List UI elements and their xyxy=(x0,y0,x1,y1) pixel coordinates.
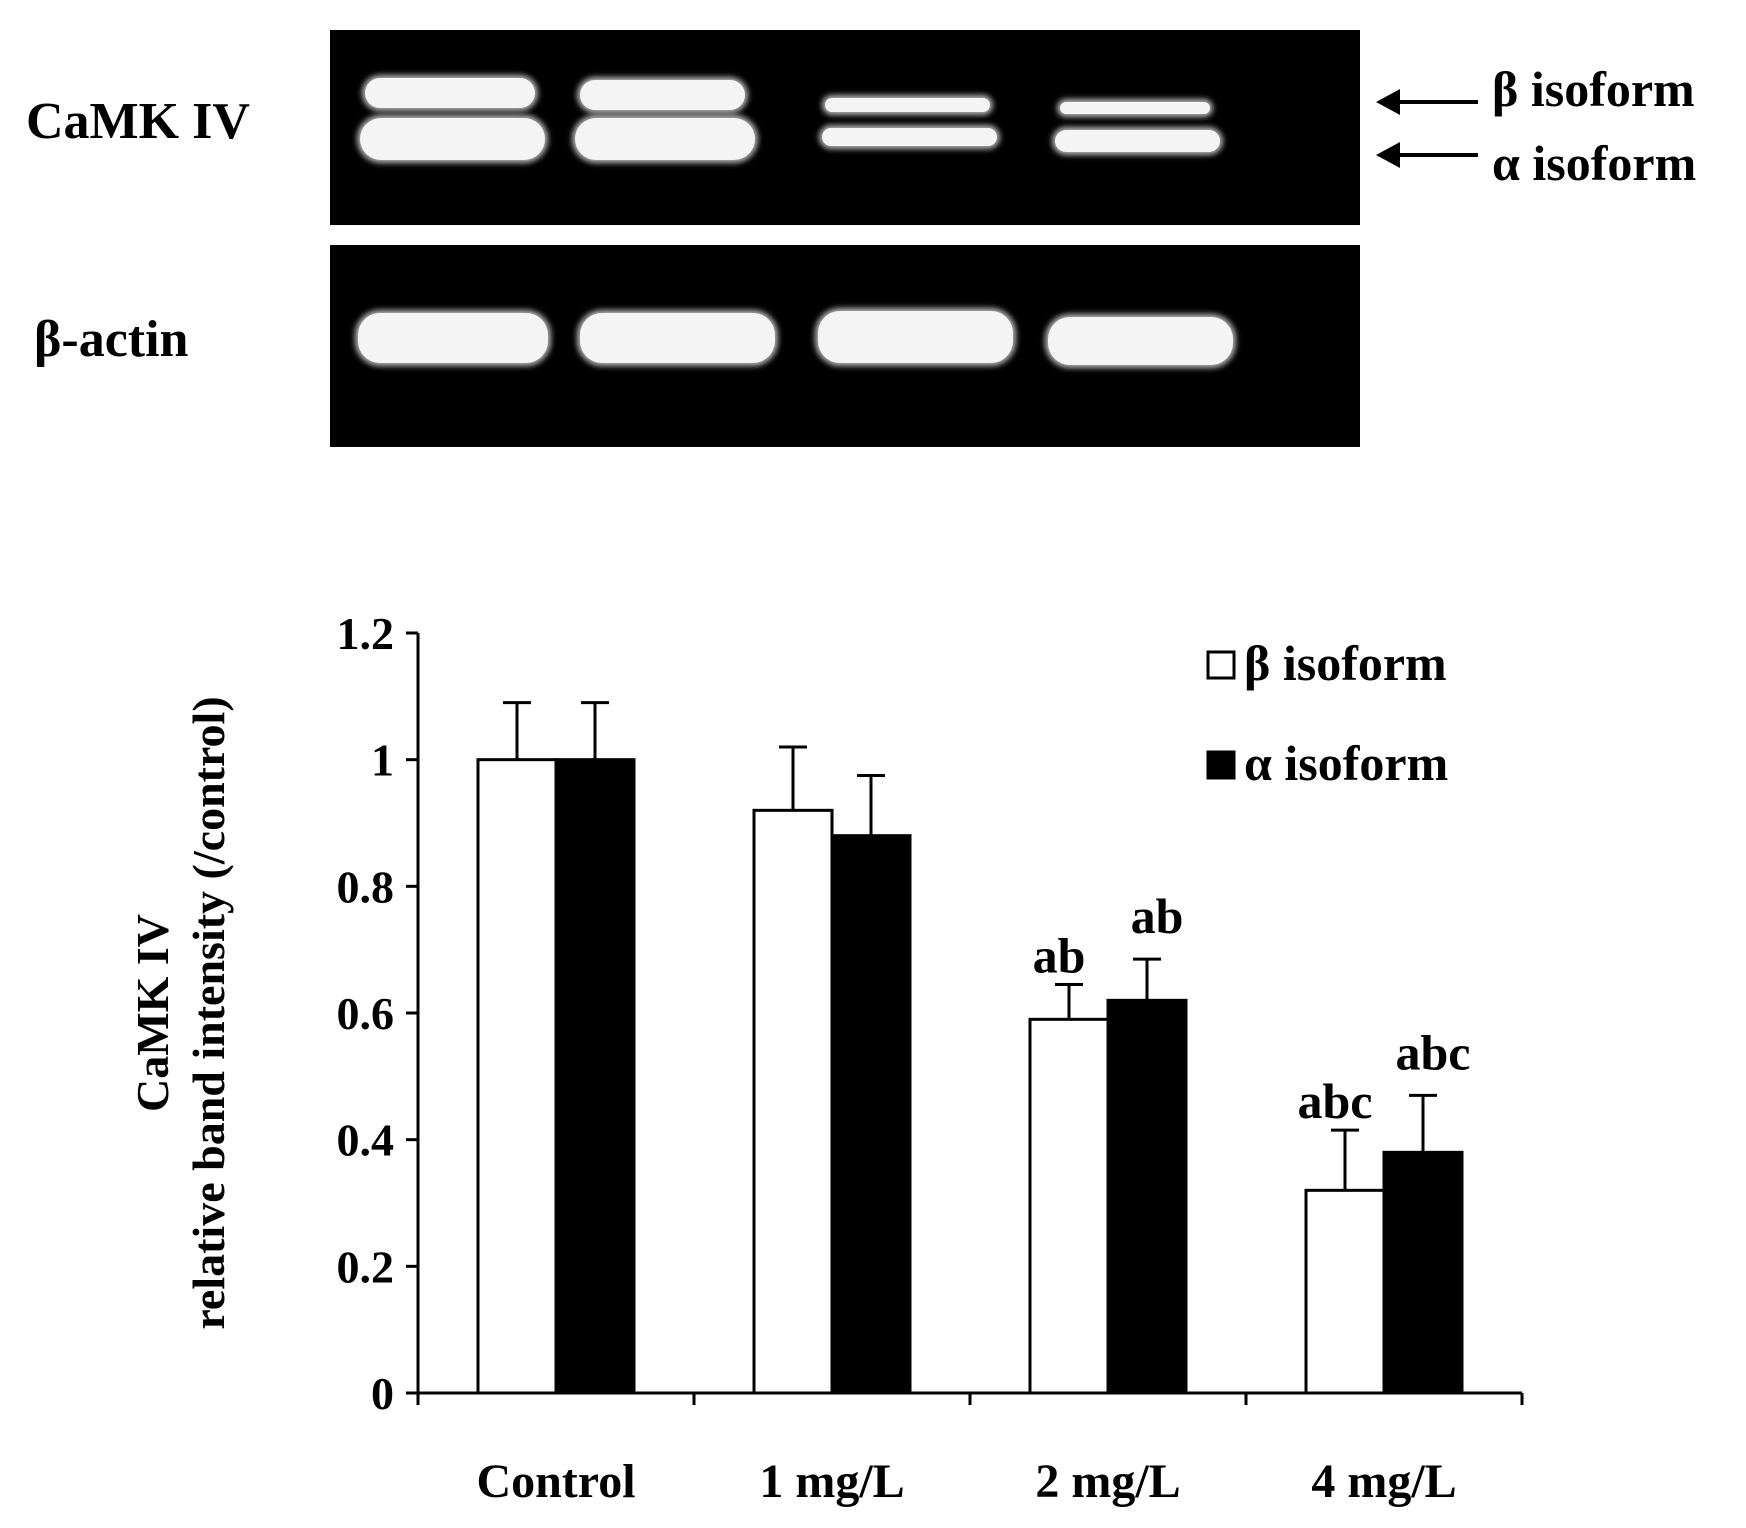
bar xyxy=(476,758,558,1395)
band-alpha-lane1 xyxy=(360,118,545,160)
y-tick-label: 0 xyxy=(371,1368,394,1419)
band-beta-lane3 xyxy=(825,98,990,112)
y-tick-label: 0.8 xyxy=(337,861,395,912)
bar xyxy=(1382,1150,1464,1395)
bar xyxy=(830,834,912,1395)
y-axis-subtitle: relative band intensity (/control) xyxy=(183,696,234,1329)
legend-swatch xyxy=(1206,750,1236,780)
bar xyxy=(1106,998,1188,1395)
legend-swatch xyxy=(1206,650,1236,680)
actin-band-lane4 xyxy=(1048,317,1233,365)
x-tick-label: 1 mg/L xyxy=(759,1455,904,1508)
actin-blot-image xyxy=(330,245,1360,447)
y-tick-label: 0.2 xyxy=(337,1241,395,1292)
y-axis-title: CaMK IV xyxy=(127,914,178,1112)
x-tick-label: 4 mg/L xyxy=(1311,1455,1456,1508)
band-alpha-lane4 xyxy=(1055,130,1220,152)
bar xyxy=(1028,1017,1110,1395)
alpha-arrow-icon xyxy=(1376,142,1478,168)
blot-beta-isoform-label: β isoform xyxy=(1492,61,1695,117)
camk-blot-image xyxy=(330,30,1360,225)
significance-label: ab xyxy=(1131,888,1184,944)
bar xyxy=(1304,1188,1386,1395)
beta-arrow-icon xyxy=(1376,89,1478,115)
actin-band-lane2 xyxy=(580,313,775,363)
actin-band-lane1 xyxy=(358,313,548,363)
y-tick-label: 0.4 xyxy=(337,1115,395,1166)
blot-alpha-isoform-label: α isoform xyxy=(1492,135,1697,191)
actin-band-lane3 xyxy=(818,311,1013,363)
x-tick-label: 2 mg/L xyxy=(1035,1455,1180,1508)
actin-blot-label: β-actin xyxy=(34,311,189,368)
y-tick-label: 1.2 xyxy=(337,608,395,659)
bar xyxy=(554,758,636,1395)
legend-label: β isoform xyxy=(1244,635,1447,691)
bar xyxy=(752,808,834,1395)
band-alpha-lane3 xyxy=(822,128,997,146)
x-tick-label: Control xyxy=(476,1455,635,1508)
band-beta-lane2 xyxy=(580,80,745,110)
significance-label: ab xyxy=(1033,928,1086,984)
significance-label: abc xyxy=(1396,1024,1471,1080)
y-tick-label: 0.6 xyxy=(337,988,395,1039)
band-alpha-lane2 xyxy=(575,118,755,160)
band-beta-lane4 xyxy=(1060,102,1210,114)
camk-blot-label: CaMK IV xyxy=(26,93,250,150)
band-beta-lane1 xyxy=(365,78,535,108)
significance-label: abc xyxy=(1298,1073,1373,1129)
legend-label: α isoform xyxy=(1244,735,1448,791)
y-tick-label: 1 xyxy=(371,735,394,786)
